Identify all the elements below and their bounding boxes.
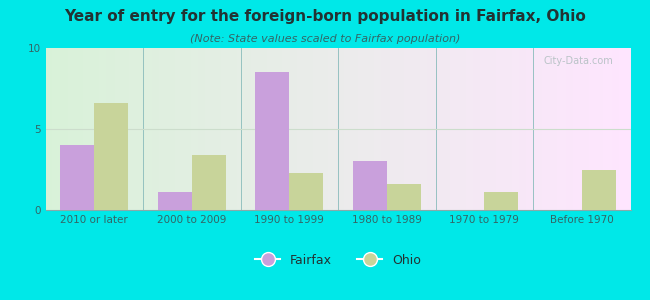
- Text: Year of entry for the foreign-born population in Fairfax, Ohio: Year of entry for the foreign-born popul…: [64, 9, 586, 24]
- Bar: [353, 161, 387, 210]
- Bar: [582, 169, 616, 210]
- Legend: Fairfax, Ohio: Fairfax, Ohio: [250, 249, 426, 272]
- Text: City-Data.com: City-Data.com: [543, 56, 613, 66]
- Bar: [484, 192, 519, 210]
- Text: (Note: State values scaled to Fairfax population): (Note: State values scaled to Fairfax po…: [190, 34, 460, 44]
- Bar: [289, 173, 324, 210]
- Bar: [192, 155, 226, 210]
- Bar: [387, 184, 421, 210]
- Bar: [94, 103, 129, 210]
- Bar: [255, 72, 289, 210]
- Bar: [60, 145, 94, 210]
- Bar: [157, 192, 192, 210]
